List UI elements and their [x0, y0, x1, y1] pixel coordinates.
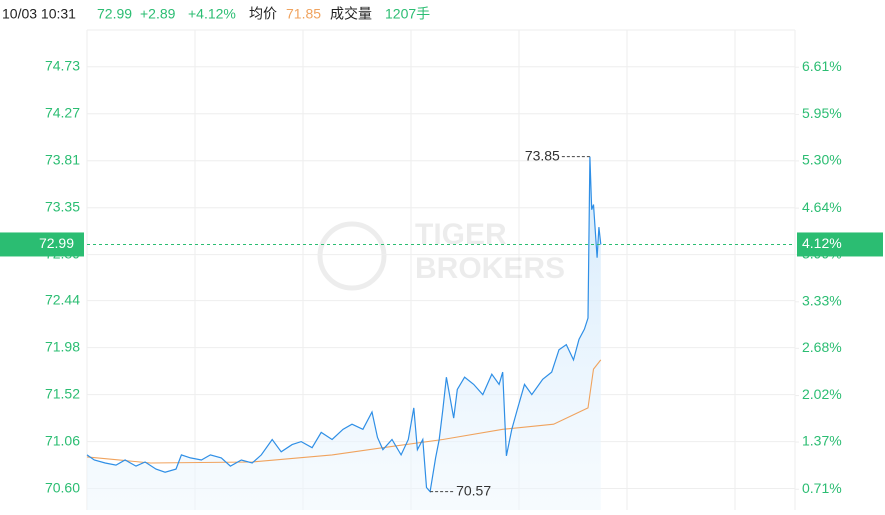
header-volume-label: 成交量 — [330, 6, 372, 22]
watermark-text: BROKERS — [415, 252, 565, 285]
header: 10/03 10:31 72.99 +2.89 +4.12% 均价 71.85 … — [2, 6, 430, 22]
y-tick-label: 74.27 — [45, 104, 80, 120]
watermark: TIGER BROKERS — [317, 218, 565, 291]
y-tick-label: 71.52 — [45, 385, 80, 401]
y-tick-label: 73.81 — [45, 151, 80, 167]
vertical-grid — [86, 29, 796, 510]
header-avg-value: 71.85 — [286, 6, 321, 22]
y2-tick-label: 0.71% — [802, 480, 842, 496]
last-price-label: 72.99 — [39, 235, 74, 251]
y-tick-label: 74.73 — [45, 57, 80, 73]
y-tick-label: 70.60 — [45, 479, 80, 495]
y2-tick-label: 2.68% — [802, 339, 842, 355]
header-time: 10/03 10:31 — [2, 6, 76, 22]
y-tick-label: 72.44 — [45, 291, 80, 307]
y2-tick-label: 3.33% — [802, 293, 842, 309]
annotation-label: 70.57 — [456, 482, 491, 498]
y2-tick-label: 1.37% — [802, 433, 842, 449]
watermark-text: TIGER — [415, 218, 507, 251]
price-area — [87, 156, 601, 510]
annotation-label: 73.85 — [525, 147, 560, 163]
header-volume-value: 1207手 — [385, 6, 430, 22]
y-tick-label: 73.35 — [45, 198, 80, 214]
header-avg-label: 均价 — [249, 6, 277, 22]
header-change: +2.89 — [140, 6, 176, 22]
header-price: 72.99 — [97, 6, 132, 22]
header-change-pct: +4.12% — [188, 6, 236, 22]
last-price-badge — [0, 232, 84, 257]
y2-tick-label: 6.61% — [802, 58, 842, 74]
last-pct-badge — [797, 232, 883, 257]
average-line — [86, 359, 602, 464]
y-tick-label: 71.98 — [45, 338, 80, 354]
y2-tick-label: 5.30% — [802, 152, 842, 168]
y-tick-label: 71.06 — [45, 432, 80, 448]
price-line — [86, 156, 602, 493]
watermark-logo — [317, 221, 387, 291]
y2-tick-label: 2.02% — [802, 386, 842, 402]
last-pct-label: 4.12% — [802, 235, 842, 251]
y2-tick-label: 4.64% — [802, 199, 842, 215]
y2-tick-label: 5.95% — [802, 105, 842, 121]
